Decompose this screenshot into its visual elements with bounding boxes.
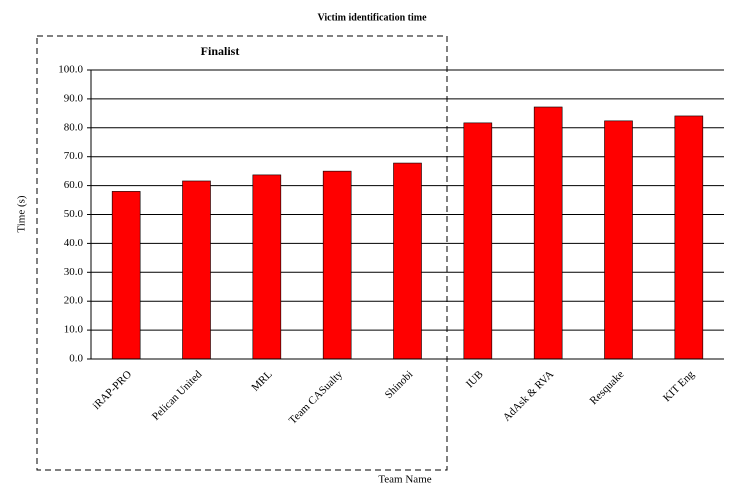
bar xyxy=(252,174,282,360)
bar xyxy=(463,122,493,360)
x-tick-label: Team CASualty xyxy=(287,368,346,427)
y-tick-label: 90.0 xyxy=(64,92,84,104)
y-tick-label: 0.0 xyxy=(69,353,83,365)
y-tick-label: 30.0 xyxy=(64,266,84,278)
chart-title: Victim identification time xyxy=(317,12,427,23)
x-tick-label: MRL xyxy=(249,368,275,394)
bar xyxy=(533,106,563,360)
y-tick-label: 100.0 xyxy=(58,64,83,76)
bar xyxy=(322,170,352,360)
y-tick-label: 20.0 xyxy=(64,295,84,307)
x-axis-label: Team Name xyxy=(378,474,431,486)
y-tick-label: 40.0 xyxy=(64,237,84,249)
bar xyxy=(111,191,141,360)
x-tick-label: Pelican United xyxy=(150,368,205,423)
x-tick-label: IUB xyxy=(464,368,486,390)
y-tick-label: 70.0 xyxy=(64,150,84,162)
x-tick-label: Shinobi xyxy=(383,368,416,401)
y-axis-label: Time (s) xyxy=(16,195,28,233)
y-tick-label: 50.0 xyxy=(64,208,84,220)
x-tick-label: Resquake xyxy=(588,368,627,407)
x-tick-label: iRAP-PRO xyxy=(91,368,135,412)
bar xyxy=(182,180,211,360)
bar xyxy=(393,162,422,360)
x-tick-label: KIT Eng xyxy=(661,368,697,404)
y-tick-label: 80.0 xyxy=(64,121,84,133)
bar xyxy=(604,120,633,360)
bar xyxy=(674,115,704,360)
x-tick-label: AdAsk & RVA xyxy=(501,368,556,423)
y-tick-label: 10.0 xyxy=(64,324,84,336)
annotation: Finalist xyxy=(201,44,240,58)
finalist-box xyxy=(36,35,448,471)
y-tick-label: 60.0 xyxy=(64,179,84,191)
